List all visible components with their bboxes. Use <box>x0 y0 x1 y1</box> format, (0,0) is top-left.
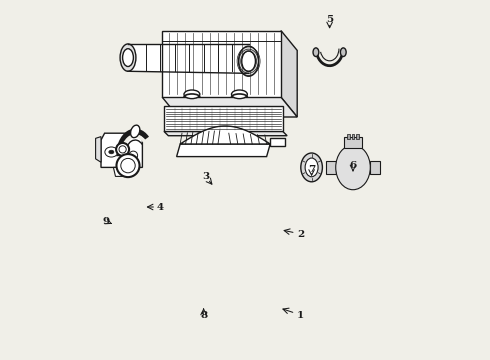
Ellipse shape <box>313 48 319 57</box>
Ellipse shape <box>119 146 126 153</box>
Polygon shape <box>370 161 380 174</box>
Bar <box>162 31 281 97</box>
Text: 2: 2 <box>297 230 304 239</box>
Bar <box>351 134 354 139</box>
Ellipse shape <box>305 158 318 177</box>
Ellipse shape <box>116 143 129 156</box>
Text: 4: 4 <box>157 202 164 211</box>
Ellipse shape <box>105 147 118 157</box>
Bar <box>344 137 362 148</box>
Polygon shape <box>180 126 270 144</box>
Ellipse shape <box>339 149 367 186</box>
Polygon shape <box>101 133 143 167</box>
Ellipse shape <box>336 145 370 190</box>
Ellipse shape <box>117 154 140 177</box>
Text: 7: 7 <box>308 165 315 174</box>
Text: 3: 3 <box>202 172 209 181</box>
Ellipse shape <box>122 49 133 67</box>
Ellipse shape <box>342 153 364 182</box>
Polygon shape <box>162 97 297 117</box>
Ellipse shape <box>129 151 138 160</box>
Polygon shape <box>164 131 287 136</box>
Polygon shape <box>113 167 130 176</box>
Ellipse shape <box>109 150 114 154</box>
Polygon shape <box>176 144 270 157</box>
Bar <box>347 134 350 139</box>
Ellipse shape <box>239 46 259 76</box>
Ellipse shape <box>341 48 346 57</box>
Ellipse shape <box>301 153 322 182</box>
Ellipse shape <box>184 90 200 99</box>
Bar <box>356 134 359 139</box>
Text: 5: 5 <box>326 15 333 24</box>
Text: 6: 6 <box>349 161 357 170</box>
Polygon shape <box>281 31 297 117</box>
Ellipse shape <box>242 51 255 72</box>
Polygon shape <box>128 44 243 71</box>
Text: 1: 1 <box>297 310 304 320</box>
Text: 9: 9 <box>103 217 110 226</box>
Polygon shape <box>96 136 101 162</box>
Bar <box>164 106 283 131</box>
Text: 8: 8 <box>200 310 207 320</box>
Ellipse shape <box>121 158 135 173</box>
Ellipse shape <box>347 159 359 175</box>
Ellipse shape <box>120 44 136 71</box>
Ellipse shape <box>231 90 247 99</box>
Ellipse shape <box>130 125 140 138</box>
Polygon shape <box>270 138 285 146</box>
Ellipse shape <box>344 156 362 179</box>
Polygon shape <box>326 161 336 174</box>
